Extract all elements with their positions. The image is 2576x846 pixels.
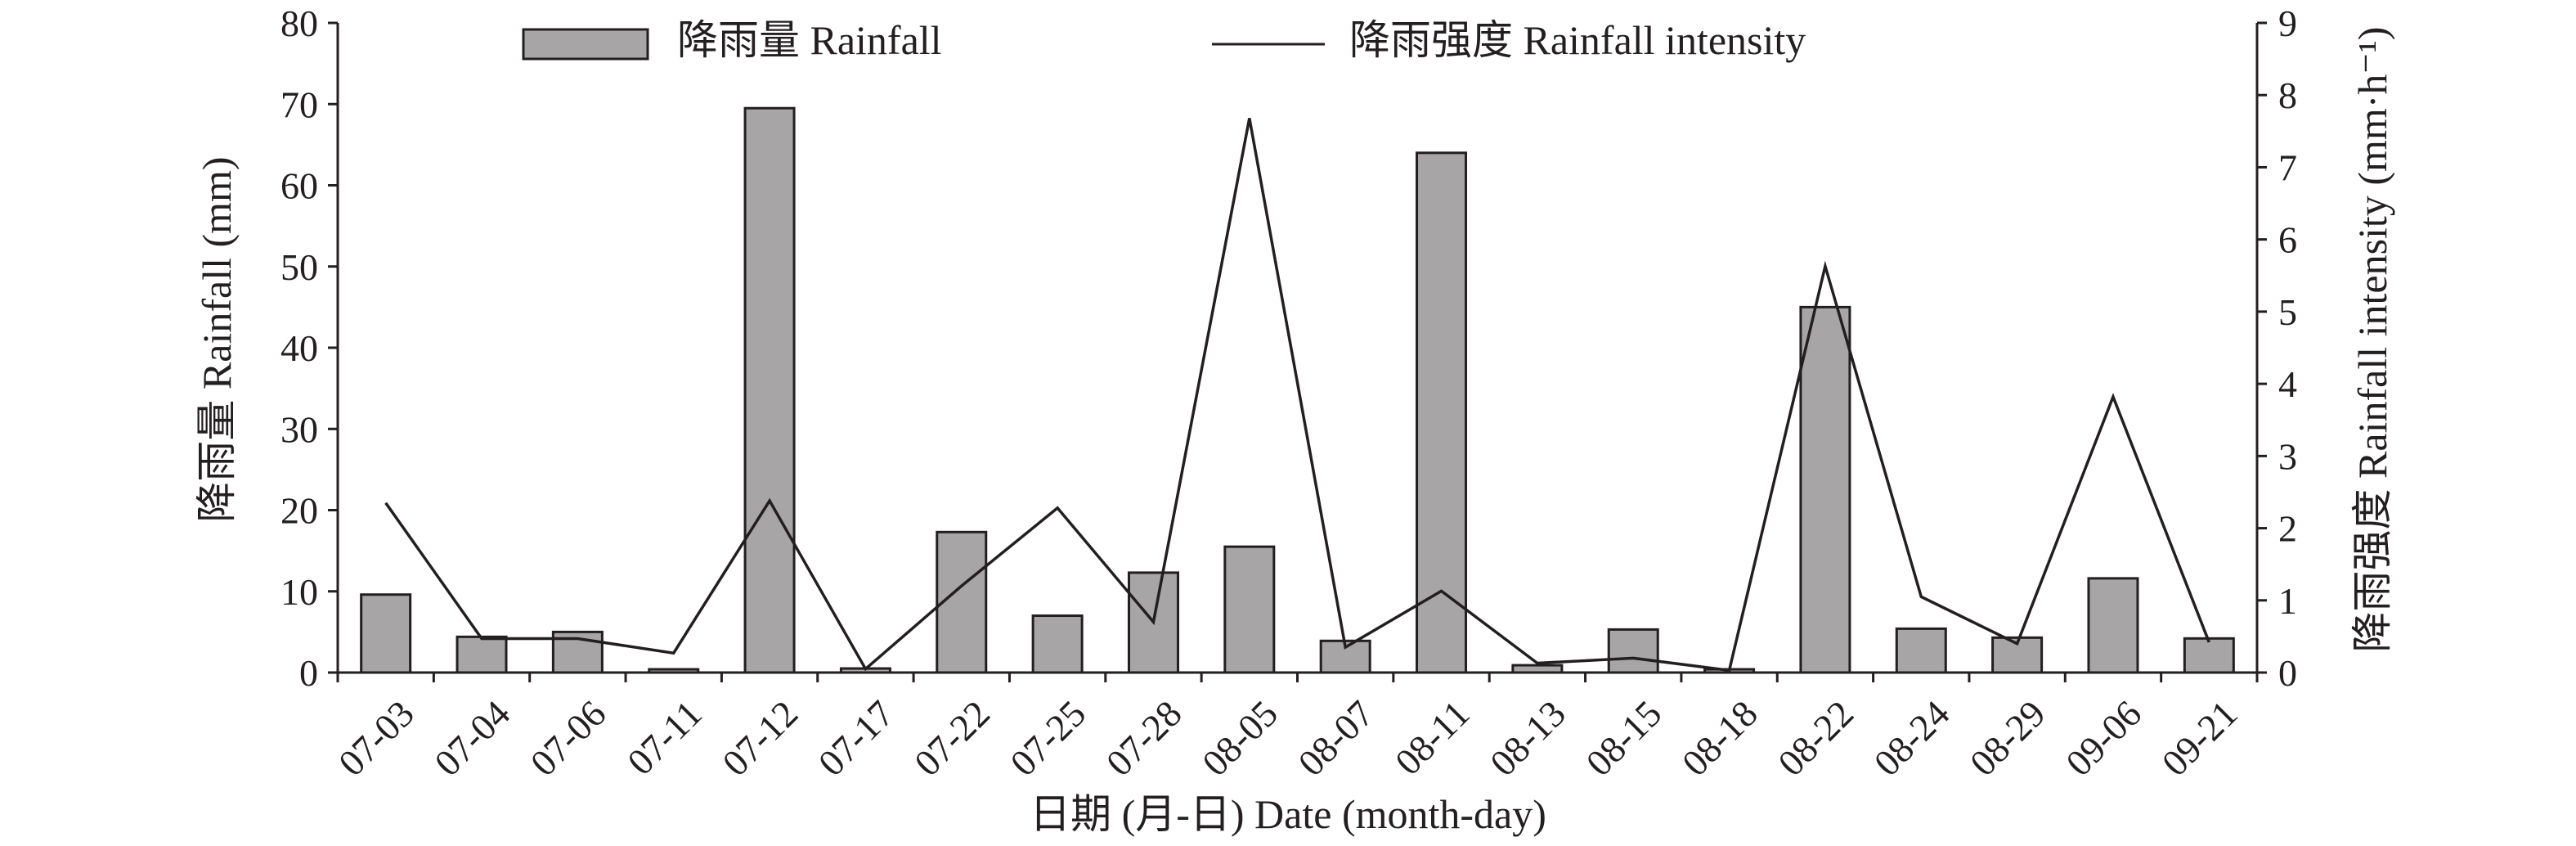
- x-tick-label: 07-04: [426, 692, 518, 784]
- x-tick-label: 07-06: [523, 692, 614, 784]
- y-tick-label-right: 0: [2278, 652, 2297, 694]
- x-tick-label: 08-22: [1770, 692, 1861, 784]
- y-tick-label-right: 9: [2278, 2, 2297, 44]
- y-tick-label-left: 0: [299, 652, 318, 694]
- y-tick-label-left: 30: [280, 408, 318, 450]
- rainfall-bar: [360, 593, 412, 674]
- x-tick-label: 08-11: [1387, 692, 1478, 783]
- rainfall-bar: [2183, 637, 2235, 674]
- rainfall-bars: [360, 106, 2235, 674]
- y-tick-label-left: 10: [280, 571, 318, 613]
- x-tick-label: 07-25: [1002, 692, 1093, 784]
- y-tick-label-left: 80: [280, 2, 318, 44]
- y-tick-label-right: 1: [2278, 580, 2297, 622]
- y-tick-label-left: 50: [280, 246, 318, 288]
- legend-bar-swatch: [522, 28, 649, 61]
- x-tick-label: 08-15: [1578, 692, 1670, 784]
- y-tick-label-right: 8: [2278, 74, 2297, 116]
- y-tick-label-right: 7: [2278, 146, 2297, 188]
- y-tick-label-left: 20: [280, 490, 318, 532]
- legend-label-intensity: 降雨强度 Rainfall intensity: [1349, 17, 1806, 63]
- rainfall-bar: [1416, 151, 1468, 674]
- y-tick-label-left: 40: [280, 327, 318, 369]
- y-tick-label-right: 6: [2278, 219, 2297, 261]
- rainfall-bar: [743, 106, 796, 674]
- y-tick-label-left: 70: [280, 83, 318, 125]
- x-tick-label: 08-13: [1482, 692, 1573, 784]
- y-tick-label-right: 4: [2278, 363, 2297, 405]
- x-axis-title: 日期 (月-日) Date (month-day): [1030, 791, 1546, 837]
- y-axis-title-left: 降雨量 Rainfall (mm): [194, 156, 240, 522]
- rainfall-bar: [1223, 545, 1276, 674]
- rainfall-bar: [1895, 627, 1947, 674]
- intensity-line-layer: [384, 118, 2210, 673]
- rainfall-bar: [1799, 305, 1851, 674]
- x-tick-label: 07-28: [1098, 692, 1190, 784]
- rainfall-bar: [1031, 614, 1084, 674]
- x-tick-label: 08-29: [1962, 692, 2053, 784]
- y-tick-label-left: 60: [280, 165, 318, 207]
- x-tick-label: 08-05: [1194, 692, 1286, 784]
- rainfall-bar: [1607, 628, 1659, 674]
- y-axis-title-right: 降雨强度 Rainfall intensity (mm·h⁻¹): [2349, 27, 2395, 653]
- y-tick-label-right: 5: [2278, 291, 2297, 333]
- x-tick-label: 07-11: [619, 692, 710, 783]
- x-tick-label: 08-24: [1866, 692, 1958, 784]
- x-tick-label: 07-17: [810, 692, 902, 784]
- axes: [328, 21, 2267, 682]
- legend: 降雨量 Rainfall 降雨强度 Rainfall intensity: [522, 17, 1806, 63]
- x-tick-label: 08-07: [1290, 692, 1381, 784]
- x-tick-label: 07-12: [714, 692, 806, 784]
- y-tick-label-right: 3: [2278, 435, 2297, 477]
- rainfall-bar: [456, 635, 508, 674]
- x-tick-label: 08-18: [1674, 692, 1766, 784]
- y-tick-label-right: 2: [2278, 508, 2297, 550]
- x-tick-label: 07-03: [330, 692, 422, 784]
- x-tick-label: 07-22: [906, 692, 998, 784]
- rainfall-bar: [2087, 577, 2139, 674]
- legend-label-rainfall: 降雨量 Rainfall: [677, 17, 942, 63]
- intensity-line: [384, 118, 2210, 673]
- x-tick-label: 09-21: [2154, 692, 2246, 784]
- x-tick-label: 09-06: [2058, 692, 2149, 784]
